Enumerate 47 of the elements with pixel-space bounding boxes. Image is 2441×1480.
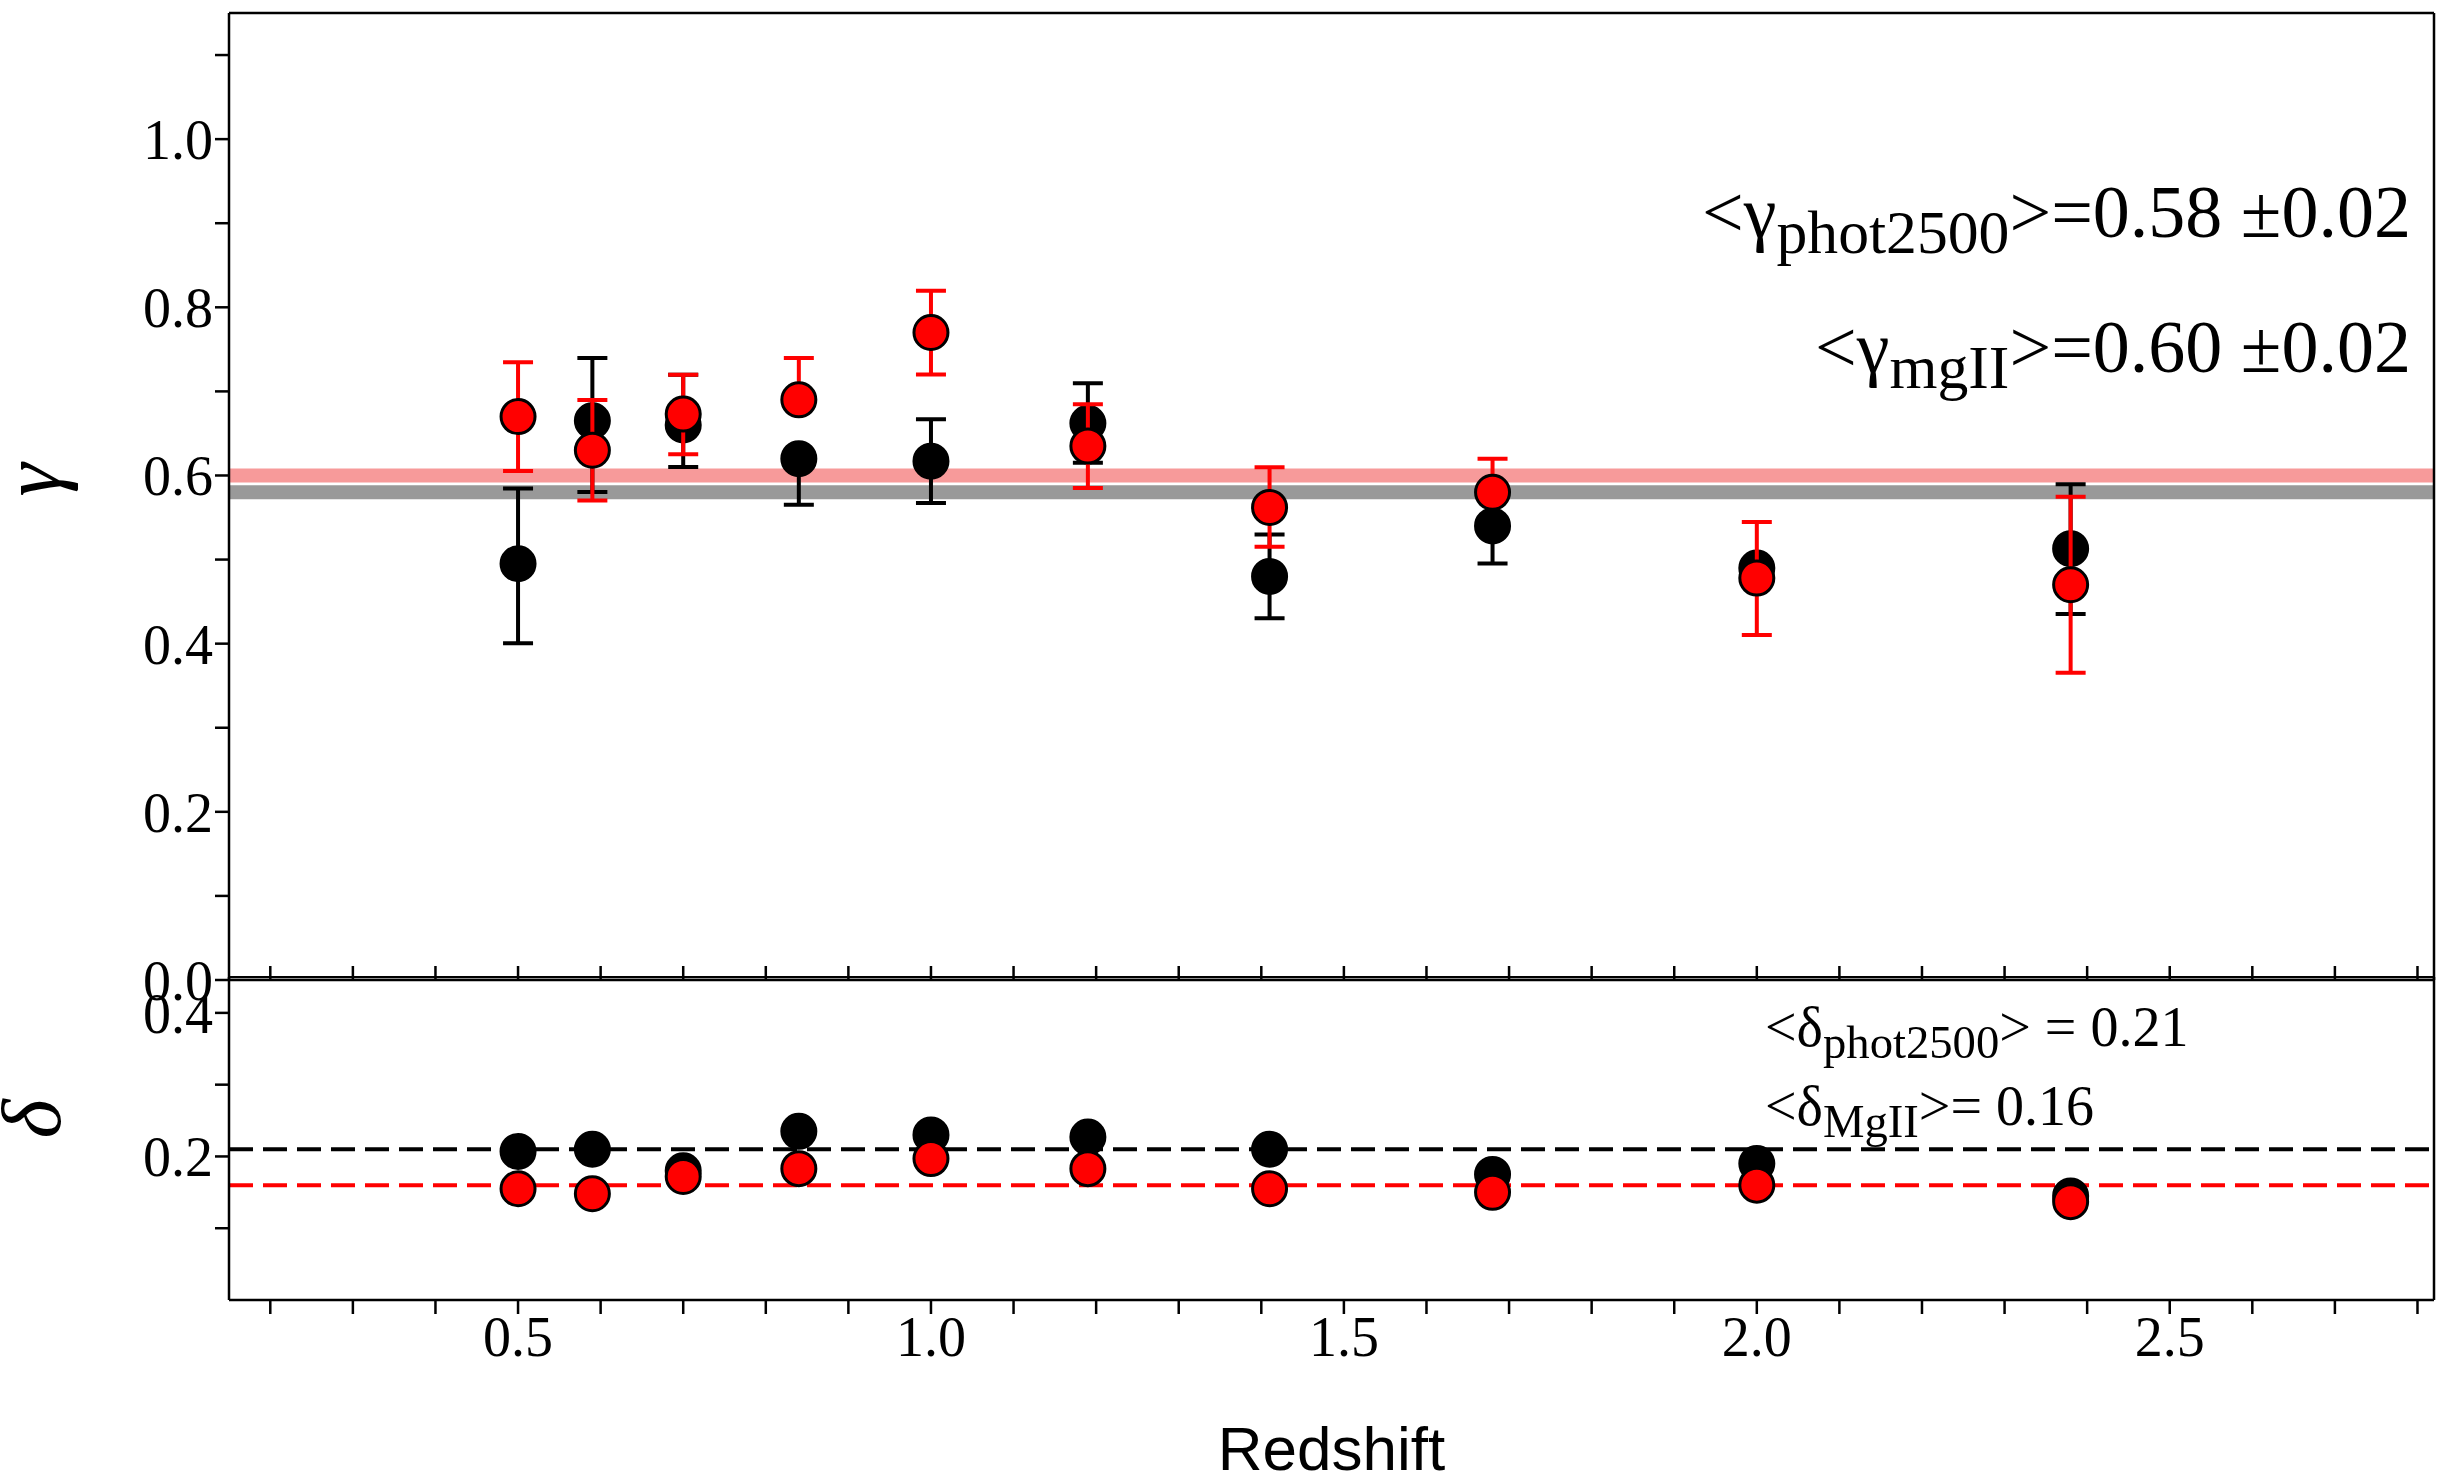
point [780, 1112, 818, 1150]
point [499, 1170, 537, 1208]
point [1069, 1118, 1107, 1156]
point [1251, 1170, 1289, 1208]
point [573, 1130, 611, 1168]
annotation: <γ$_{phot2500}$>=0.58 ±0.02 [1702, 170, 2411, 268]
point [499, 545, 537, 583]
x-tick-label: 1.0 [895, 1305, 966, 1368]
point [1474, 507, 1512, 545]
point [780, 381, 818, 419]
annotation: <δ$_{phot2500}$> = 0.21 [1765, 995, 2189, 1071]
point [1069, 427, 1107, 465]
y-tick-label: 0.6 [143, 445, 213, 508]
point [573, 1175, 611, 1213]
y-tick-label: 1.0 [143, 109, 213, 172]
y-tick-label: 0.4 [143, 613, 213, 676]
point [912, 1140, 950, 1178]
x-tick-label: 0.5 [483, 1305, 554, 1368]
y-axis-title: δ [0, 1097, 78, 1139]
annotation: <δ$_{MgII}$>= 0.16 [1765, 1074, 2096, 1150]
x-axis-title: Redshift [1217, 1414, 1446, 1480]
point [664, 395, 702, 433]
point [1738, 559, 1776, 597]
point [664, 1158, 702, 1196]
point [1251, 488, 1289, 526]
point [780, 1150, 818, 1188]
x-tick-label: 2.5 [2134, 1305, 2205, 1368]
y-tick-label: 0.2 [143, 1126, 213, 1189]
point [2052, 1183, 2090, 1221]
point [912, 442, 950, 480]
point [780, 440, 818, 478]
point [573, 431, 611, 469]
annotation: <γ$_{mgII}$>=0.60 ±0.02 [1814, 304, 2411, 403]
point [1069, 1150, 1107, 1188]
y-axis-title: γ [0, 461, 78, 497]
x-tick-label: 1.5 [1308, 1305, 1379, 1368]
point [2052, 566, 2090, 604]
point [1251, 557, 1289, 595]
point [912, 314, 950, 352]
point [1474, 1173, 1512, 1211]
x-tick-label: 2.0 [1721, 1305, 1792, 1368]
point [499, 1132, 537, 1170]
point [499, 398, 537, 436]
y-tick-label: 0.8 [143, 277, 213, 340]
y-tick-label: 0.2 [143, 781, 213, 844]
point [1738, 1166, 1776, 1204]
point [1251, 1130, 1289, 1168]
